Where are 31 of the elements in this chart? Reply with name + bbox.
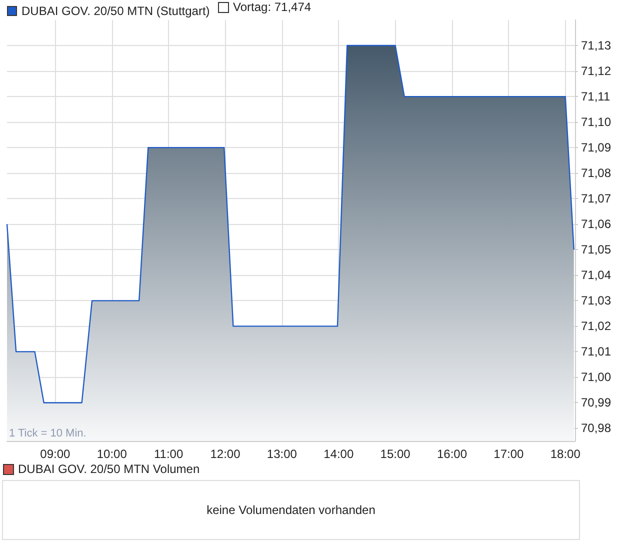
y-tick-label: 71,13 [581,38,612,53]
x-tick-label: 13:00 [266,447,298,461]
x-tick-label: 15:00 [380,447,411,461]
x-tick-label: 18:00 [550,447,581,461]
x-tick-label: 16:00 [436,447,468,461]
y-tick-label: 71,03 [581,294,612,308]
y-tick-label: 71,02 [581,319,612,334]
y-tick-label: 71,10 [581,115,612,130]
text: keine Volumendaten vorhanden [2,480,580,540]
x-tick-label: 10:00 [96,447,128,461]
y-tick-label: 71,06 [581,217,612,232]
text: DUBAI GOV. 20/50 MTN Volumen [18,462,200,476]
y-tick-label: 70,98 [581,421,612,436]
x-tick-label: 09:00 [40,447,71,461]
x-tick-label: 17:00 [494,447,524,461]
y-tick-label: 71,01 [581,344,612,359]
y-tick-label: 71,09 [581,140,612,155]
text: Vortag: 71,474 [233,0,312,14]
y-tick-label: 71,08 [581,166,612,180]
y-tick-label: 71,00 [581,370,612,384]
annotation: 1 Tick = 10 Min. [9,428,86,440]
x-tick-label: 11:00 [154,447,184,461]
x-tick-label: 14:00 [324,447,354,461]
y-tick-label: 70,99 [581,396,612,410]
y-tick-label: 71,11 [581,90,610,104]
legend-label: DUBAI GOV. 20/50 MTN (Stuttgart) [22,4,210,18]
y-tick-label: 71,04 [581,268,612,282]
y-tick-label: 71,07 [581,192,612,206]
y-tick-label: 71,12 [581,64,612,78]
x-tick-label: 12:00 [210,447,241,461]
y-tick-label: 71,05 [581,242,612,257]
